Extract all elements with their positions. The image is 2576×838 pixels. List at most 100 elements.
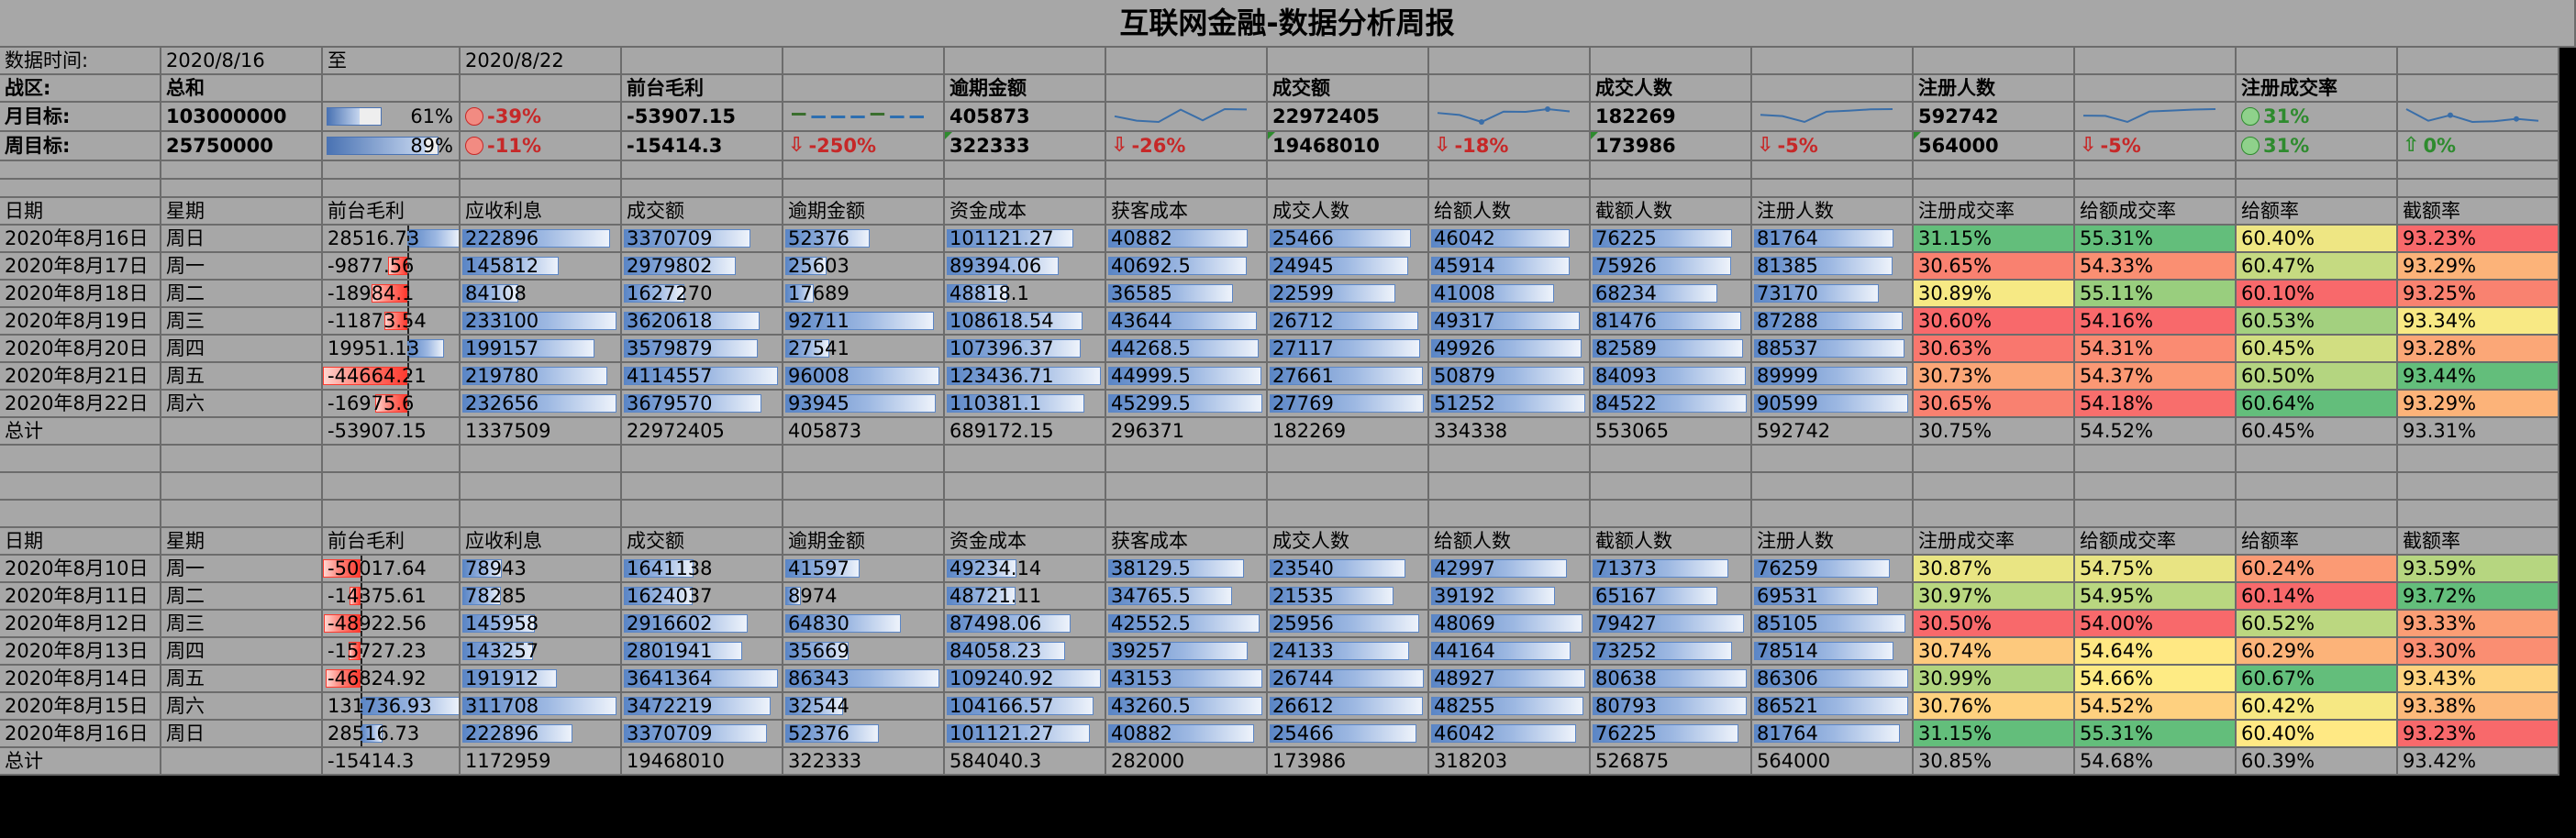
table1-col-header-14[interactable]: 给额率 [2237,198,2398,226]
table2-cell-5[interactable]: 64830 [783,611,945,638]
blank-row-a-8[interactable] [1268,161,1429,180]
meta-empty-14[interactable] [2237,48,2398,75]
table2-cell-10[interactable]: 76225 [1591,721,1752,748]
blank-row-a-11[interactable] [1752,161,1914,180]
table1-col-header-11[interactable]: 注册人数 [1752,198,1914,226]
blank-row-e-15[interactable] [2398,501,2559,528]
table2-cell-13[interactable]: 54.75% [2075,556,2237,583]
table2-cell-3[interactable]: 191912 [461,666,622,693]
table2-cell-10[interactable]: 73252 [1591,638,1752,666]
blank-row-e-0[interactable] [0,501,161,528]
kpi-deal-1[interactable]: 19468010 [1268,132,1429,161]
table2-cell-0[interactable]: 2020年8月15日 [0,693,161,721]
table1-cell-9[interactable]: 50879 [1429,363,1591,391]
table1-cell-1[interactable]: 周四 [161,336,323,363]
table1-cell-11[interactable]: 89999 [1752,363,1914,391]
table1-cell-1[interactable]: 周五 [161,363,323,391]
table1-cell-10[interactable]: 76225 [1591,226,1752,253]
table1-cell-15[interactable]: 93.28% [2398,336,2559,363]
kpi-label-0[interactable]: 月目标: [0,103,161,132]
table2-col-header-2[interactable]: 前台毛利 [323,528,461,556]
table2-total-cell-7[interactable]: 282000 [1106,748,1268,776]
table2-cell-1[interactable]: 周五 [161,666,323,693]
kpi-reg-rate-spark-1[interactable]: ⇧ 0% [2398,132,2559,161]
table1-total-cell-3[interactable]: 1337509 [461,418,622,446]
kpi-deal_users-0[interactable]: 182269 [1591,103,1752,132]
table1-cell-0[interactable]: 2020年8月18日 [0,281,161,308]
table1-cell-5[interactable]: 25603 [783,253,945,281]
blank-row-b-13[interactable] [2075,180,2237,198]
blank-row-e-9[interactable] [1429,501,1591,528]
kpi-target-0[interactable]: 103000000 [161,103,323,132]
table1-cell-6[interactable]: 48818.1 [945,281,1106,308]
kpi-header-spark-1[interactable] [1106,75,1268,103]
blank-row-c-9[interactable] [1429,446,1591,473]
table2-cell-8[interactable]: 24133 [1268,638,1429,666]
table2-cell-0[interactable]: 2020年8月11日 [0,583,161,611]
table1-cell-3[interactable]: 232656 [461,391,622,418]
table1-cell-10[interactable]: 68234 [1591,281,1752,308]
table1-cell-2[interactable]: -44664.21 [323,363,461,391]
table2-cell-15[interactable]: 93.33% [2398,611,2559,638]
meta-empty-6[interactable] [945,48,1106,75]
table1-col-header-3[interactable]: 应收利息 [461,198,622,226]
table1-cell-9[interactable]: 46042 [1429,226,1591,253]
blank-row-a-13[interactable] [2075,161,2237,180]
table1-cell-11[interactable]: 81385 [1752,253,1914,281]
table1-cell-7[interactable]: 40882 [1106,226,1268,253]
blank-row-b-3[interactable] [461,180,622,198]
table2-cell-2[interactable]: -50017.64 [323,556,461,583]
table1-total-cell-0[interactable]: 总计 [0,418,161,446]
table2-total-cell-5[interactable]: 322333 [783,748,945,776]
table1-cell-9[interactable]: 45914 [1429,253,1591,281]
table1-col-header-4[interactable]: 成交额 [622,198,783,226]
kpi-gm-spark-0[interactable] [783,103,945,132]
table2-cell-5[interactable]: 52376 [783,721,945,748]
table2-cell-12[interactable]: 30.87% [1914,556,2075,583]
kpi-header-3[interactable]: 成交人数 [1591,75,1752,103]
table1-total-cell-11[interactable]: 592742 [1752,418,1914,446]
total-label[interactable]: 总和 [161,75,323,103]
kpi-overdue-spark-0[interactable] [1106,103,1268,132]
table2-cell-0[interactable]: 2020年8月10日 [0,556,161,583]
blank-row-b-11[interactable] [1752,180,1914,198]
table1-cell-0[interactable]: 2020年8月19日 [0,308,161,336]
table1-cell-8[interactable]: 26712 [1268,308,1429,336]
table2-cell-8[interactable]: 26744 [1268,666,1429,693]
kpi-reg-spark-0[interactable] [2075,103,2237,132]
blank-row-c-5[interactable] [783,446,945,473]
blank-row-d-10[interactable] [1591,473,1752,501]
table1-cell-8[interactable]: 27661 [1268,363,1429,391]
blank-row-c-0[interactable] [0,446,161,473]
kpi-header-1[interactable]: 逾期金额 [945,75,1106,103]
table1-cell-1[interactable]: 周一 [161,253,323,281]
table2-cell-0[interactable]: 2020年8月16日 [0,721,161,748]
kpi-gm-value-1[interactable]: -15414.3 [622,132,783,161]
table1-cell-13[interactable]: 54.37% [2075,363,2237,391]
kpi-gm-change-1[interactable]: -11% [461,132,622,161]
table2-col-header-15[interactable]: 截额率 [2398,528,2559,556]
table1-col-header-5[interactable]: 逾期金额 [783,198,945,226]
table1-cell-13[interactable]: 55.31% [2075,226,2237,253]
blank-row-b-10[interactable] [1591,180,1752,198]
kpi-header-spark-4[interactable] [2075,75,2237,103]
kpi-reg-rate-spark-0[interactable] [2398,103,2559,132]
blank-row-d-1[interactable] [161,473,323,501]
table1-cell-4[interactable]: 2979802 [622,253,783,281]
table1-cell-3[interactable]: 199157 [461,336,622,363]
blank-row-a-5[interactable] [783,161,945,180]
blank-row-e-8[interactable] [1268,501,1429,528]
table1-col-header-13[interactable]: 给额成交率 [2075,198,2237,226]
blank-row-d-11[interactable] [1752,473,1914,501]
table1-total-cell-10[interactable]: 553065 [1591,418,1752,446]
blank-row-d-0[interactable] [0,473,161,501]
kpi-progress-0[interactable]: 61% [323,103,461,132]
table2-col-header-7[interactable]: 获客成本 [1106,528,1268,556]
table1-cell-2[interactable]: 19951.13 [323,336,461,363]
table2-cell-15[interactable]: 93.59% [2398,556,2559,583]
table2-col-header-3[interactable]: 应收利息 [461,528,622,556]
table1-col-header-10[interactable]: 截额人数 [1591,198,1752,226]
blank-row-b-2[interactable] [323,180,461,198]
table1-cell-4[interactable]: 3679570 [622,391,783,418]
table1-col-header-0[interactable]: 日期 [0,198,161,226]
